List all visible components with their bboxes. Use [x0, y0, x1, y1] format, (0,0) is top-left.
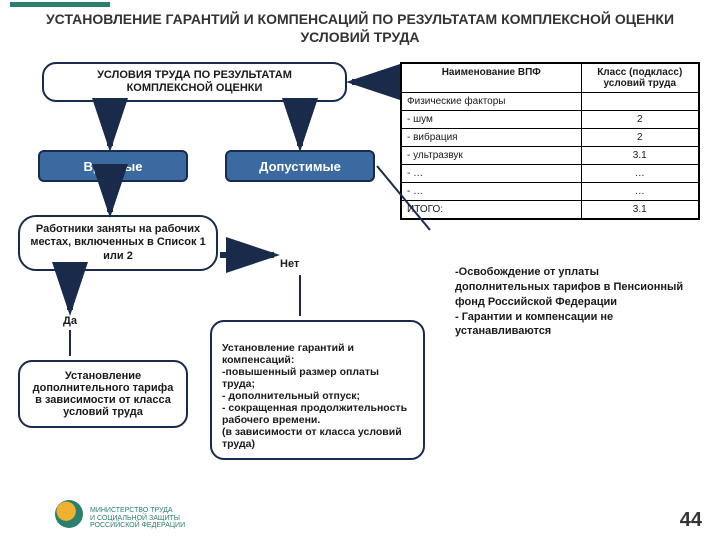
page-number: 44 [680, 509, 702, 532]
cell-vpf: Физические факторы [401, 93, 581, 111]
acceptable-box: Допустимые [225, 150, 375, 182]
cell-class: 3.1 [581, 201, 699, 220]
conditions-header-box: УСЛОВИЯ ТРУДА ПО РЕЗУЛЬТАТАМ КОМПЛЕКСНОЙ… [42, 62, 347, 102]
th-vpf: Наименование ВПФ [401, 63, 581, 93]
page-title: УСТАНОВЛЕНИЕ ГАРАНТИЙ И КОМПЕНСАЦИЙ ПО Р… [30, 10, 690, 46]
workers-list-box: Работники заняты на рабочих местах, вклю… [18, 215, 218, 271]
yes-label: Да [63, 315, 77, 327]
cell-class: … [581, 183, 699, 201]
table-row: - шум2 [401, 111, 699, 129]
accent-bar [10, 2, 110, 7]
harmful-text: Вредные [84, 159, 143, 174]
no-label: Нет [280, 258, 299, 270]
th-class: Класс (подкласс) условий труда [581, 63, 699, 93]
cell-class: 2 [581, 129, 699, 147]
cell-class [581, 93, 699, 111]
cell-vpf: - … [401, 183, 581, 201]
cell-vpf: - вибрация [401, 129, 581, 147]
conditions-header-text: УСЛОВИЯ ТРУДА ПО РЕЗУЛЬТАТАМ КОМПЛЕКСНОЙ… [54, 69, 335, 95]
cell-vpf: ИТОГО: [401, 201, 581, 220]
guarantees-box: Установление гарантий и компенсаций: -по… [210, 320, 425, 460]
note-text: -Освобождение от уплаты дополнительных т… [455, 265, 695, 339]
table-row: - вибрация2 [401, 129, 699, 147]
table-row: - …… [401, 183, 699, 201]
cell-class: … [581, 165, 699, 183]
cell-class: 3.1 [581, 147, 699, 165]
vpf-table: Наименование ВПФ Класс (подкласс) услови… [400, 62, 700, 220]
table-row: ИТОГО:3.1 [401, 201, 699, 220]
logo-icon [55, 500, 83, 528]
harmful-box: Вредные [38, 150, 188, 182]
table-row: - ультразвук3.1 [401, 147, 699, 165]
tariff-box: Установление дополнительного тарифа в за… [18, 360, 188, 428]
guarantees-text: Установление гарантий и компенсаций: -по… [222, 342, 407, 450]
acceptable-text: Допустимые [259, 159, 341, 174]
table-row: - …… [401, 165, 699, 183]
tariff-text: Установление дополнительного тарифа в за… [33, 370, 174, 418]
logo-text: МИНИСТЕРСТВО ТРУДА И СОЦИАЛЬНОЙ ЗАЩИТЫ Р… [90, 507, 185, 530]
cell-vpf: - ультразвук [401, 147, 581, 165]
cell-vpf: - … [401, 165, 581, 183]
cell-vpf: - шум [401, 111, 581, 129]
table-row: Физические факторы [401, 93, 699, 111]
workers-list-text: Работники заняты на рабочих местах, вклю… [30, 223, 206, 263]
cell-class: 2 [581, 111, 699, 129]
